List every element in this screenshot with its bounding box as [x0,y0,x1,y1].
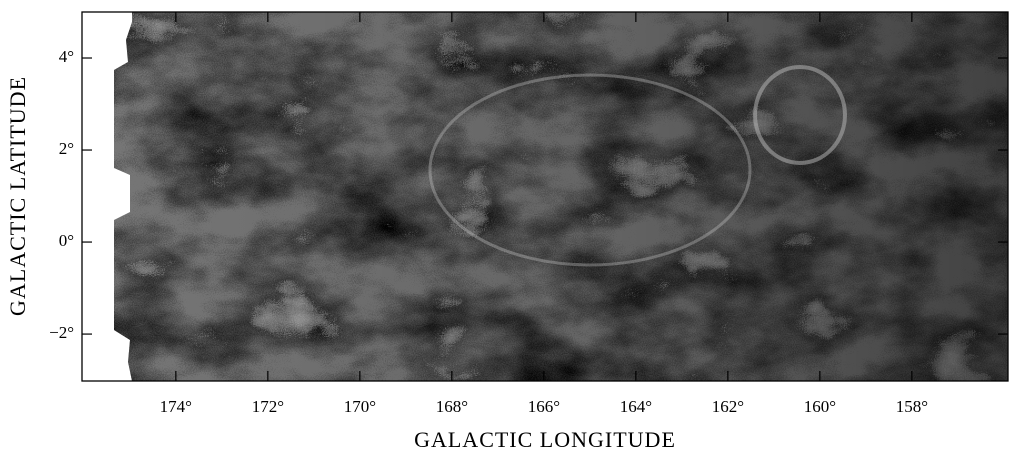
x-tick-label: 172° [252,397,284,416]
y-axis-label: GALACTIC LATITUDE [5,76,30,316]
x-tick-label: 174° [160,397,192,416]
x-tick-label: 162° [712,397,744,416]
sky-image [82,12,1008,381]
x-tick-label: 160° [804,397,836,416]
x-tick-label: 168° [436,397,468,416]
y-tick-label: −2° [49,323,74,342]
y-tick-label: 0° [59,231,74,250]
x-tick-label: 158° [896,397,928,416]
x-tick-label: 166° [528,397,560,416]
y-tick-label: 4° [59,47,74,66]
chart: GALACTIC LONGITUDE GALACTIC LATITUDE 174… [0,0,1011,460]
x-tick-label: 170° [344,397,376,416]
y-tick-label: 2° [59,139,74,158]
x-tick-label: 164° [620,397,652,416]
x-axis-label: GALACTIC LONGITUDE [414,427,676,452]
